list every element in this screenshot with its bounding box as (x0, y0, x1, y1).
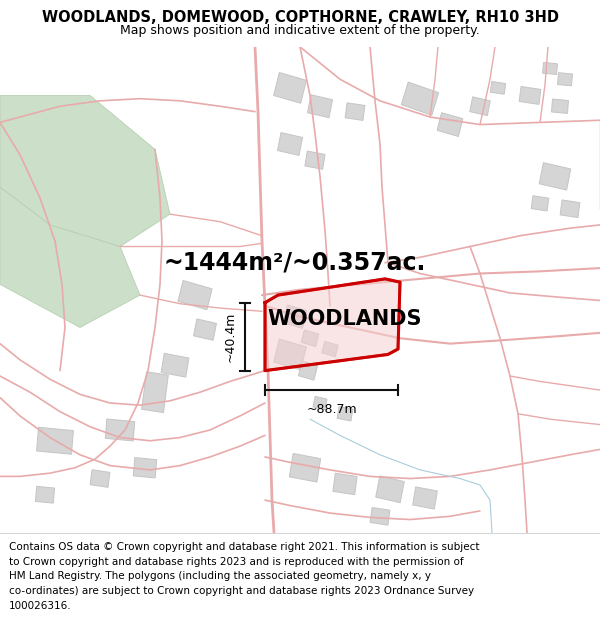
Bar (298, 361, 317, 380)
Bar (470, 97, 490, 116)
Text: ~1444m²/~0.357ac.: ~1444m²/~0.357ac. (164, 251, 426, 275)
Bar (37, 428, 73, 454)
Text: ~88.7m: ~88.7m (306, 403, 357, 416)
Polygon shape (0, 96, 170, 246)
Bar (333, 473, 357, 494)
Bar (283, 305, 307, 328)
Bar (307, 95, 332, 118)
Bar (370, 508, 390, 525)
Bar (322, 341, 338, 357)
Bar (313, 396, 327, 409)
Text: 100026316.: 100026316. (9, 601, 71, 611)
Bar (142, 372, 169, 413)
Bar (560, 200, 580, 217)
Bar (539, 162, 571, 190)
Bar (376, 476, 404, 502)
Text: Contains OS data © Crown copyright and database right 2021. This information is : Contains OS data © Crown copyright and d… (9, 542, 479, 552)
Text: WOODLANDS, DOMEWOOD, COPTHORNE, CRAWLEY, RH10 3HD: WOODLANDS, DOMEWOOD, COPTHORNE, CRAWLEY,… (41, 10, 559, 25)
Bar (531, 196, 549, 211)
Text: WOODLANDS: WOODLANDS (268, 309, 422, 329)
Text: Map shows position and indicative extent of the property.: Map shows position and indicative extent… (120, 24, 480, 36)
Bar (105, 419, 135, 441)
Bar (90, 470, 110, 488)
Bar (490, 81, 506, 94)
Bar (413, 487, 437, 509)
Bar (337, 407, 353, 421)
Text: to Crown copyright and database rights 2023 and is reproduced with the permissio: to Crown copyright and database rights 2… (9, 556, 464, 566)
Text: HM Land Registry. The polygons (including the associated geometry, namely x, y: HM Land Registry. The polygons (includin… (9, 571, 431, 581)
Bar (437, 112, 463, 136)
Text: ~40.4m: ~40.4m (224, 311, 237, 362)
Bar (557, 72, 572, 86)
Bar (35, 486, 55, 503)
Bar (161, 353, 189, 377)
Bar (277, 132, 302, 156)
Bar (542, 62, 557, 74)
Bar (551, 99, 568, 113)
Bar (178, 281, 212, 310)
Bar (289, 453, 320, 482)
Bar (274, 72, 307, 103)
Polygon shape (0, 187, 140, 328)
Bar (401, 82, 439, 115)
Bar (133, 458, 157, 478)
Bar (519, 86, 541, 104)
Bar (274, 339, 307, 370)
Bar (345, 102, 365, 121)
Bar (301, 330, 319, 347)
Polygon shape (265, 279, 400, 371)
Bar (194, 319, 217, 340)
Text: co-ordinates) are subject to Crown copyright and database rights 2023 Ordnance S: co-ordinates) are subject to Crown copyr… (9, 586, 474, 596)
Bar (305, 151, 325, 169)
